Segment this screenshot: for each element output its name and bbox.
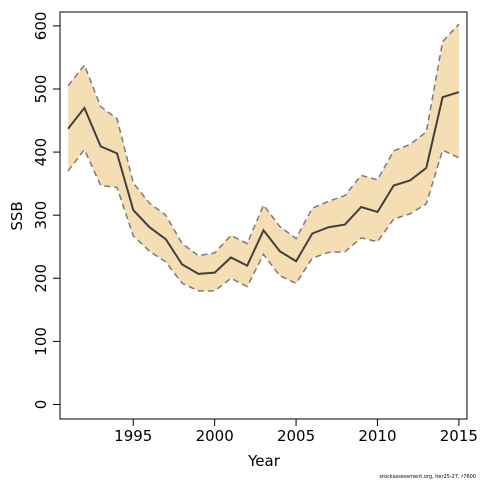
ssb-series-line (67, 91, 460, 275)
y-tick-label: 400 (32, 138, 50, 167)
y-tick-label: 100 (32, 327, 50, 356)
x-tick-label: 2005 (277, 427, 315, 445)
y-tick-label: 600 (32, 12, 50, 41)
x-tick-label: 1995 (114, 427, 152, 445)
y-tick-label: 0 (32, 400, 50, 410)
x-tick-label: 2000 (196, 427, 234, 445)
footnote: stockassessment.org, her25-27, r7600 (379, 474, 476, 480)
x-axis-label: Year (247, 452, 281, 470)
confidence-band (68, 24, 459, 291)
y-tick-label: 500 (32, 75, 50, 104)
y-axis: 0 100 200 300 400 500 600 (32, 12, 60, 410)
x-tick-label: 2015 (440, 427, 478, 445)
x-tick-label: 2010 (358, 427, 396, 445)
confidence-band-layer (68, 24, 459, 291)
series-layer (67, 23, 460, 292)
y-tick-label: 300 (32, 201, 50, 230)
lower-bound-line (67, 148, 460, 292)
x-axis: 1995 2000 2005 2010 2015 (114, 419, 478, 445)
y-axis-label: SSB (8, 201, 26, 230)
y-tick-label: 200 (32, 264, 50, 293)
